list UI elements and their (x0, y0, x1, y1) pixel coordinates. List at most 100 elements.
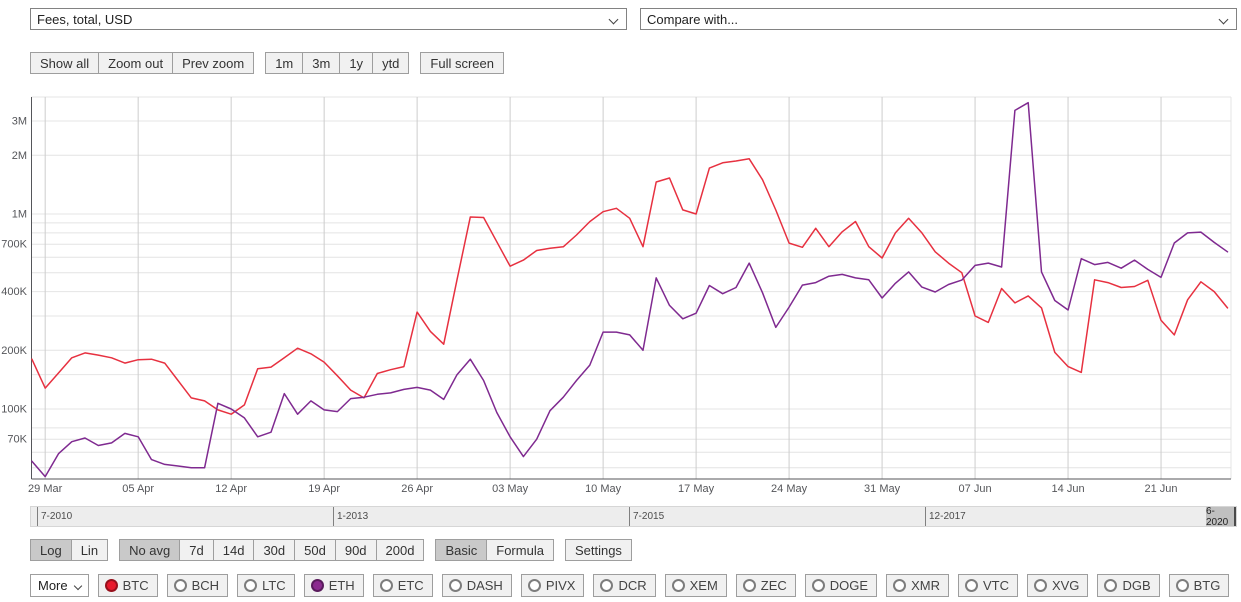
x-axis-label: 26 Apr (401, 483, 433, 495)
toolbar-button-1m[interactable]: 1m (265, 52, 304, 74)
slider-tick (629, 507, 630, 526)
x-axis-label: 03 May (492, 483, 529, 495)
zoom-toolbar: Show all Zoom out Prev zoom 1m 3m 1y ytd Full s… (30, 52, 515, 74)
coin-button-zec[interactable]: ZEC (735, 574, 796, 597)
coin-label: VTC (982, 578, 1009, 593)
coin-button-xmr[interactable]: XMR (886, 574, 949, 597)
coin-label: DCR (618, 578, 647, 593)
coin-label: ZEC (760, 578, 787, 593)
metric-select-value: Fees, total, USD (37, 11, 133, 27)
toolbar-button-zoom-out[interactable]: Zoom out (98, 52, 174, 74)
slider-handle-label: 6-2020 (1206, 505, 1229, 528)
coin-radio-zec[interactable] (742, 579, 756, 592)
y-axis-label: 70K (7, 434, 27, 446)
compare-select[interactable]: Compare with... (640, 8, 1237, 30)
controls-button-log[interactable]: Log (30, 539, 72, 561)
slider-tick (333, 507, 334, 526)
coin-button-btg[interactable]: BTG (1168, 574, 1230, 597)
coin-label: ETH (328, 578, 355, 593)
x-axis-label: 10 May (585, 483, 622, 495)
toolbar-button-ytd[interactable]: ytd (372, 52, 410, 74)
coin-radio-ltc[interactable] (244, 579, 258, 592)
coin-button-eth[interactable]: ETH (303, 574, 364, 597)
coin-button-dcr[interactable]: DCR (593, 574, 656, 597)
coin-radio-xmr[interactable] (893, 579, 907, 592)
toolbar-group: Show all Zoom out Prev zoom (30, 52, 255, 74)
controls-button-basic[interactable]: Basic (435, 539, 488, 561)
coin-button-vtc[interactable]: VTC (957, 574, 1018, 597)
coin-button-pivx[interactable]: PIVX (520, 574, 585, 597)
coin-radio-vtc[interactable] (964, 579, 978, 592)
toolbar-button-3m[interactable]: 3m (302, 52, 341, 74)
controls-button-30d[interactable]: 30d (253, 539, 296, 561)
toolbar-group: Full screen (420, 52, 504, 74)
coin-label: XVG (1051, 578, 1080, 593)
coin-radio-xvg[interactable] (1033, 579, 1047, 592)
toolbar-button-full-screen[interactable]: Full screen (420, 52, 504, 74)
coin-button-bch[interactable]: BCH (166, 574, 229, 597)
y-axis-label: 400K (1, 286, 27, 298)
coin-button-xvg[interactable]: XVG (1026, 574, 1089, 597)
coin-radio-pivx[interactable] (527, 579, 541, 592)
slider-tick-label: 7-2015 (633, 511, 665, 522)
chevron-down-icon (73, 581, 82, 591)
coin-button-btc[interactable]: BTC (97, 574, 158, 597)
y-axis-label: 3M (12, 115, 27, 127)
toolbar-button-show-all[interactable]: Show all (30, 52, 100, 74)
controls-button-lin[interactable]: Lin (70, 539, 109, 561)
controls-button-14d[interactable]: 14d (212, 539, 255, 561)
coin-button-doge[interactable]: DOGE (804, 574, 878, 597)
slider-tick-label: 7-2010 (41, 511, 73, 522)
controls-button-no-avg[interactable]: No avg (119, 539, 181, 561)
slider-tick (925, 507, 926, 526)
x-axis-label: 29 Mar (28, 483, 63, 495)
coin-label: ETC (397, 578, 424, 593)
coin-label: PIVX (545, 578, 576, 593)
y-axis-label: 1M (12, 209, 27, 221)
toolbar-button-prev-zoom[interactable]: Prev zoom (172, 52, 255, 74)
coin-radio-eth[interactable] (310, 579, 324, 592)
coin-radio-doge[interactable] (811, 579, 825, 592)
time-range-slider[interactable]: 6-2020 7-2010 1-2013 7-2015 12-2017 (30, 505, 1237, 528)
y-axis-label: 700K (1, 239, 27, 251)
coin-button-etc[interactable]: ETC (372, 574, 433, 597)
x-axis-label: 14 Jun (1052, 483, 1085, 495)
controls-button-7d[interactable]: 7d (179, 539, 214, 561)
x-axis-label: 07 Jun (959, 483, 992, 495)
coin-label: XEM (689, 578, 718, 593)
coin-radio-dcr[interactable] (600, 579, 614, 592)
controls-group: Log Lin (30, 539, 109, 561)
x-axis-label: 21 Jun (1145, 483, 1178, 495)
metric-select[interactable]: Fees, total, USD (30, 8, 627, 30)
controls-button-200d[interactable]: 200d (375, 539, 425, 561)
coin-button-ltc[interactable]: LTC (237, 574, 295, 597)
coin-radio-dgb[interactable] (1104, 579, 1118, 592)
coin-radio-dash[interactable] (448, 579, 462, 592)
coin-button-dash[interactable]: DASH (441, 574, 512, 597)
coin-label: BTC (122, 578, 149, 593)
toolbar-button-1y[interactable]: 1y (339, 52, 374, 74)
coin-label: DASH (466, 578, 503, 593)
controls-button-50d[interactable]: 50d (294, 539, 336, 561)
x-axis-label: 24 May (771, 483, 808, 495)
coin-radio-btg[interactable] (1175, 579, 1189, 592)
controls-button-formula[interactable]: Formula (486, 539, 554, 561)
coin-radio-bch[interactable] (173, 579, 187, 592)
coin-radio-etc[interactable] (379, 579, 393, 592)
coin-list: BTC BCH LTC ETH ETC DASH PIVX DCR XEM ZEC DOGE XMR V… (97, 574, 1239, 597)
x-axis-label: 19 Apr (308, 483, 340, 495)
chart-controls-bar: Log Lin No avg 7d 14d 30d 50d 90d 200d Basic Formu… (30, 539, 643, 561)
controls-button-90d[interactable]: 90d (334, 539, 377, 561)
coin-radio-xem[interactable] (671, 579, 685, 592)
controls-group: Settings (564, 539, 632, 561)
coin-radio-btc[interactable] (104, 579, 118, 592)
y-axis-label: 100K (1, 404, 27, 416)
slider-tick (37, 507, 38, 526)
coin-button-xem[interactable]: XEM (664, 574, 727, 597)
more-coins-select[interactable]: More (30, 574, 89, 597)
slider-handle[interactable]: 6-2020 (1206, 505, 1236, 528)
fees-chart[interactable]: 3M 2M 1M 700K 400K 200K 100K 70K 29 Mar 05 Apr 12 … (0, 95, 1241, 499)
coin-label: BTG (1193, 578, 1221, 593)
controls-button-settings[interactable]: Settings (564, 539, 632, 561)
coin-button-dgb[interactable]: DGB (1097, 574, 1160, 597)
